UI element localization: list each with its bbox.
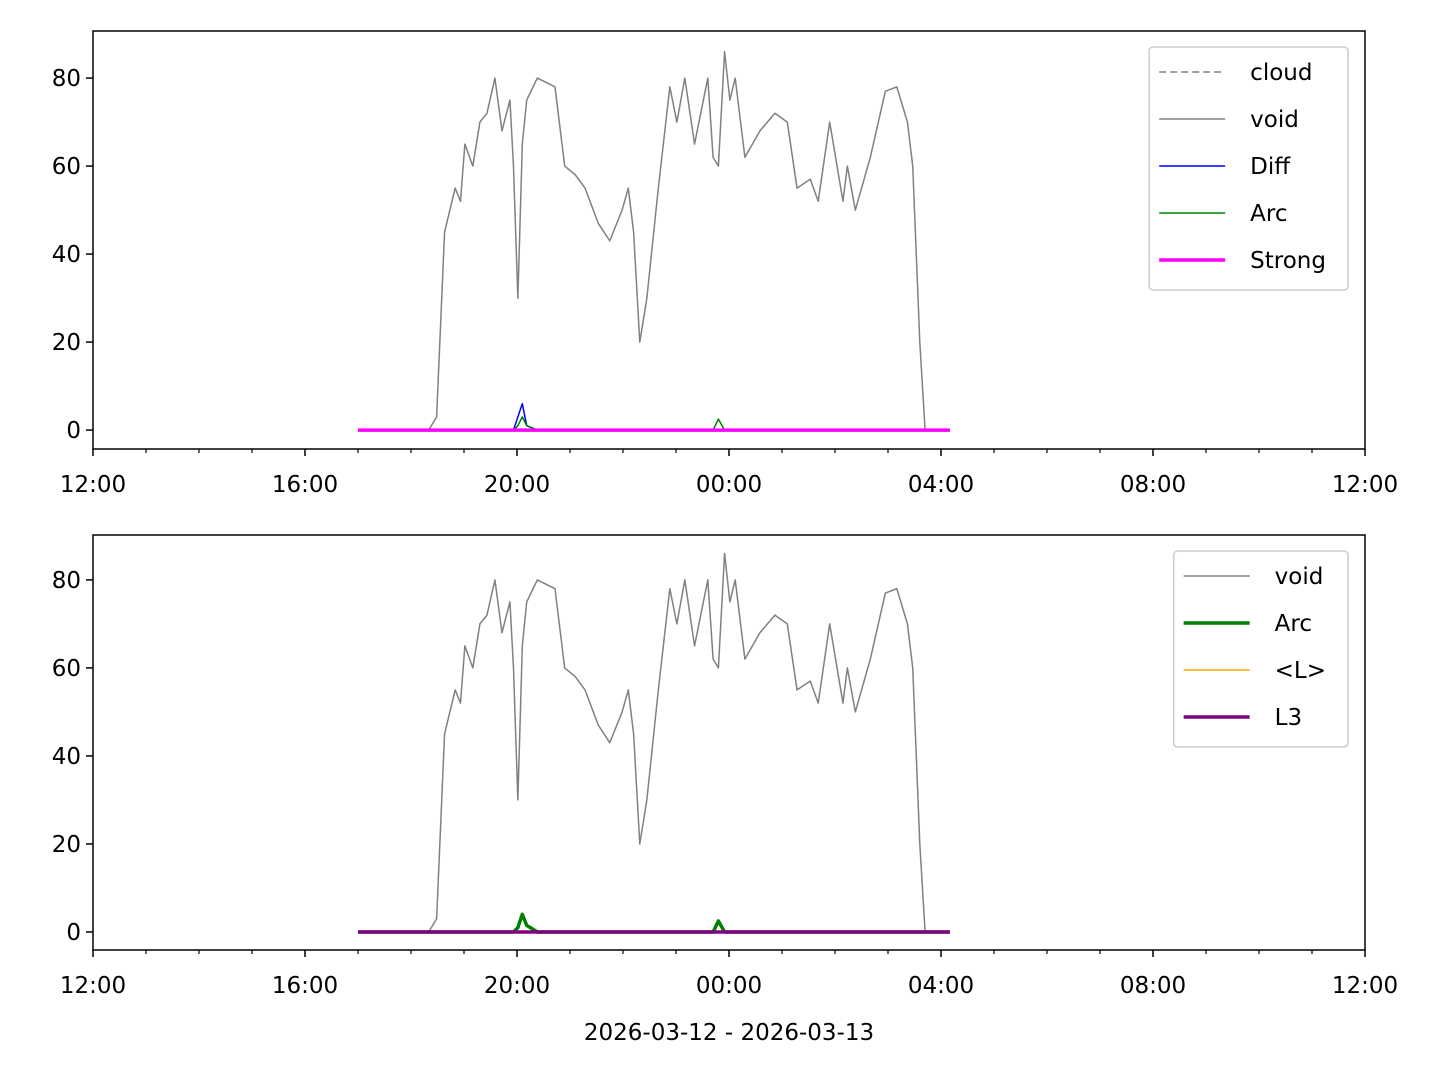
plot-area	[358, 552, 950, 934]
x-tick-label: 20:00	[484, 973, 550, 999]
legend-label: cloud	[1250, 60, 1312, 86]
legend: cloud void Diff Arc Strong	[1148, 46, 1349, 291]
y-tick-label: 60	[52, 154, 81, 180]
y-tick-label: 20	[52, 330, 81, 356]
x-tick-label: 00:00	[696, 973, 762, 999]
x-tick-label: 04:00	[908, 472, 974, 498]
x-tick-label: 08:00	[1120, 472, 1186, 498]
axes-frame	[92, 30, 1366, 450]
series-line	[358, 50, 950, 431]
legend-box	[1148, 46, 1349, 291]
legend-label: Arc	[1275, 611, 1312, 637]
legend: void Arc <L> L3	[1172, 550, 1349, 748]
legend-label: <L>	[1275, 658, 1326, 684]
x-tick-label: 08:00	[1120, 973, 1186, 999]
series-line	[358, 402, 950, 431]
x-tick-label: 04:00	[908, 973, 974, 999]
plot-area	[358, 50, 950, 432]
x-tick-label: 16:00	[272, 472, 338, 498]
x-tick-label: 00:00	[696, 472, 762, 498]
legend-label: Arc	[1250, 201, 1287, 227]
x-tick-label: 20:00	[484, 472, 550, 498]
y-tick-label: 60	[52, 656, 81, 682]
y-tick-label: 20	[52, 832, 81, 858]
x-tick-label: 12:00	[1332, 472, 1398, 498]
y-tick-label: 80	[52, 568, 81, 594]
y-tick-label: 40	[52, 242, 81, 268]
x-tick-label: 12:00	[60, 973, 126, 999]
y-tick-label: 0	[66, 418, 81, 444]
x-tick-label: 12:00	[60, 472, 126, 498]
legend-label: Strong	[1250, 248, 1326, 274]
legend-label: L3	[1275, 705, 1302, 731]
x-tick-label: 16:00	[272, 973, 338, 999]
x-axis-label: 2026-03-12 - 2026-03-13	[584, 1020, 874, 1046]
legend-label: void	[1275, 564, 1324, 590]
legend-label: void	[1250, 107, 1299, 133]
series-line	[358, 416, 950, 431]
y-tick-label: 40	[52, 744, 81, 770]
y-tick-label: 80	[52, 66, 81, 92]
y-tick-label: 0	[66, 920, 81, 946]
series-line	[358, 552, 950, 933]
legend-box	[1172, 550, 1349, 748]
legend-label: Diff	[1250, 154, 1291, 180]
axes-frame	[92, 534, 1366, 951]
series-line	[358, 912, 950, 934]
x-tick-label: 12:00	[1332, 973, 1398, 999]
